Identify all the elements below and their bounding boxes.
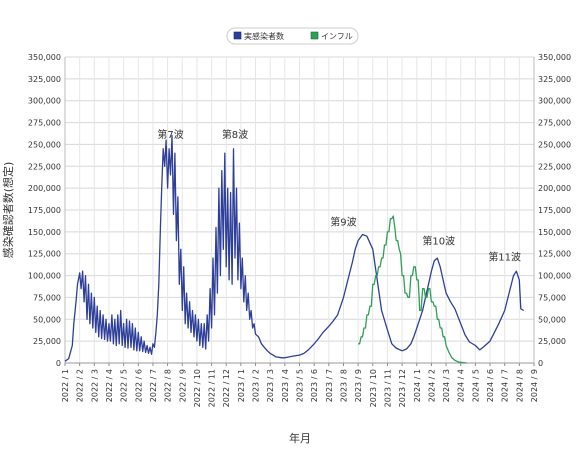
x-tick-label: 2022 / 12 <box>222 369 231 407</box>
wave-label: 第9波 <box>330 215 356 228</box>
y-tick-left: 75,000 <box>33 293 61 302</box>
x-tick-label: 2024 / 6 <box>486 369 495 402</box>
x-tick-label: 2022 / 3 <box>90 369 99 402</box>
legend-swatch-2 <box>310 31 319 40</box>
y-tick-right: 75,000 <box>538 293 566 302</box>
y-tick-right: 25,000 <box>538 337 566 346</box>
y-tick-left: 125,000 <box>28 250 61 259</box>
y-tick-left: 150,000 <box>28 228 61 237</box>
x-tick-label: 2023 / 7 <box>325 369 334 402</box>
x-tick-label: 2024 / 3 <box>442 369 451 402</box>
series-line-infections <box>64 135 525 362</box>
x-tick-label: 2022 / 7 <box>149 369 158 402</box>
x-tick-label: 2023 / 5 <box>296 369 305 402</box>
x-tick-label: 2024 / 4 <box>457 369 466 402</box>
x-tick-label: 2024 / 8 <box>515 369 524 402</box>
y-tick-right: 325,000 <box>538 75 571 84</box>
y-tick-left: 300,000 <box>28 97 61 106</box>
y-tick-left: 50,000 <box>33 315 61 324</box>
y-tick-left: 25,000 <box>33 337 61 346</box>
x-tick-label: 2023 / 9 <box>354 369 363 402</box>
x-tick-label: 2023 / 6 <box>310 369 319 402</box>
y-tick-right: 0 <box>538 359 543 368</box>
x-tick-label: 2022 / 1 <box>61 369 70 402</box>
y-tick-right: 125,000 <box>538 250 571 259</box>
wave-label: 第7波 <box>157 128 183 141</box>
x-tick-label: 2022 / 4 <box>105 369 114 402</box>
x-axis-title: 年月 <box>289 431 311 445</box>
x-tick-label: 2022 / 8 <box>164 369 173 402</box>
y-tick-right: 300,000 <box>538 97 571 106</box>
gridlines <box>64 56 535 366</box>
x-tick-label: 2024 / 7 <box>501 369 510 402</box>
y-tick-left: 250,000 <box>28 140 61 149</box>
x-axis: 2022 / 1 2022 / 2 2022 / 3 2022 / 4 2022 / 5… <box>61 369 539 407</box>
y-tick-right: 200,000 <box>538 184 571 193</box>
x-tick-label: 2023 / 11 <box>383 369 392 407</box>
y-tick-right: 100,000 <box>538 272 571 281</box>
x-tick-label: 2023 / 8 <box>339 369 348 402</box>
y-tick-right: 175,000 <box>538 206 571 215</box>
y-tick-left: 325,000 <box>28 75 61 84</box>
y-tick-left: 175,000 <box>28 206 61 215</box>
y-axis-right: 0 25,000 50,000 75,000 100,000 125,000 150,000… <box>538 53 571 368</box>
series-line-influenza <box>358 215 467 364</box>
x-tick-label: 2023 / 1 <box>237 369 246 402</box>
y-tick-left: 275,000 <box>28 119 61 128</box>
x-tick-label: 2022 / 5 <box>120 369 129 402</box>
x-tick-label: 2022 / 10 <box>193 369 202 407</box>
x-tick-label: 2023 / 4 <box>281 369 290 402</box>
x-tick-label: 2022 / 2 <box>76 369 85 402</box>
x-tick-label: 2023 / 3 <box>266 369 275 402</box>
x-tick-label: 2023 / 2 <box>252 369 261 402</box>
y-tick-right: 150,000 <box>538 228 571 237</box>
wave-label: 第10波 <box>422 235 455 248</box>
legend-swatch-1 <box>233 31 242 40</box>
legend-box <box>226 27 359 45</box>
wave-label: 第11波 <box>488 250 521 263</box>
x-tick-label: 2024 / 5 <box>471 369 480 402</box>
y-tick-right: 350,000 <box>538 53 571 62</box>
y-tick-left: 350,000 <box>28 53 61 62</box>
y-tick-right: 250,000 <box>538 140 571 149</box>
x-tick-label: 2024 / 9 <box>530 369 539 402</box>
x-tick-label: 2023 / 10 <box>369 369 378 407</box>
legend-label-1: 実感染者数 <box>244 31 284 41</box>
y-tick-left: 225,000 <box>28 162 61 171</box>
x-tick-label: 2022 / 11 <box>208 369 217 407</box>
x-tick-label: 2022 / 9 <box>178 369 187 402</box>
legend-label-2: インフル <box>321 32 353 41</box>
legend: 実感染者数 インフル <box>226 27 359 45</box>
x-tick-label: 2022 / 6 <box>134 369 143 402</box>
series-lines <box>64 135 525 364</box>
y-axis-left: 0 25,000 50,000 75,000 100,000 125,000 150,000… <box>28 53 61 368</box>
y-tick-left: 0 <box>56 359 61 368</box>
x-tick-label: 2024 / 2 <box>427 369 436 402</box>
y-tick-left: 100,000 <box>28 272 61 281</box>
y-axis-title: 感染確認者数(想定) <box>1 162 15 259</box>
wave-label: 第8波 <box>222 128 248 141</box>
y-tick-left: 200,000 <box>28 184 61 193</box>
x-tick-label: 2023 / 12 <box>398 369 407 407</box>
x-tick-label: 2024 / 1 <box>413 369 422 402</box>
y-tick-right: 225,000 <box>538 162 571 171</box>
y-tick-right: 50,000 <box>538 315 566 324</box>
y-tick-right: 275,000 <box>538 119 571 128</box>
